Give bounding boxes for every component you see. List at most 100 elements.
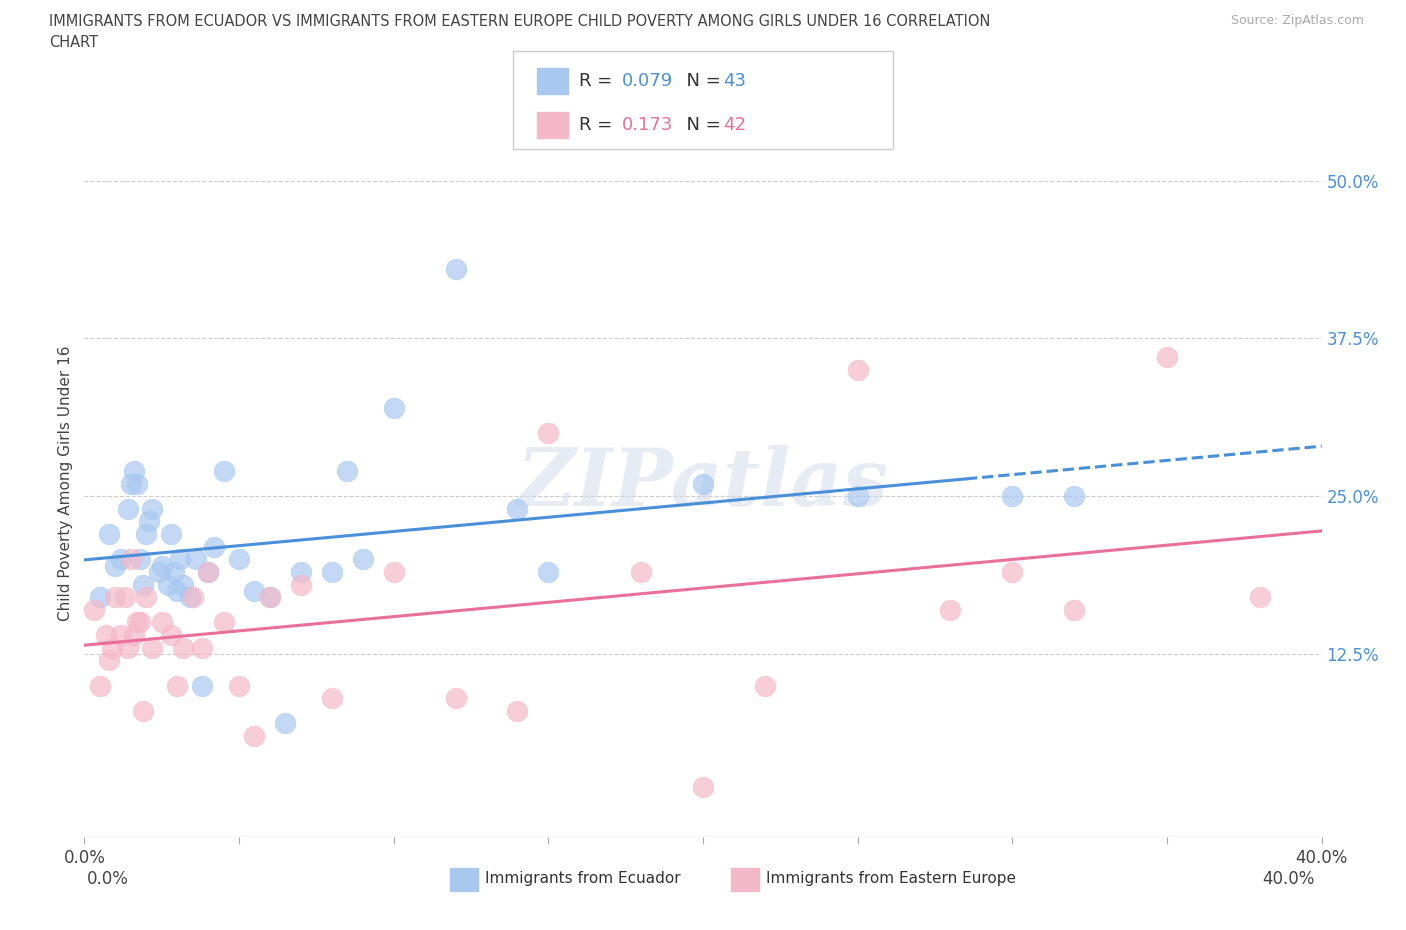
Text: IMMIGRANTS FROM ECUADOR VS IMMIGRANTS FROM EASTERN EUROPE CHILD POVERTY AMONG GI: IMMIGRANTS FROM ECUADOR VS IMMIGRANTS FR…: [49, 14, 991, 29]
Point: [212, 463, 235, 478]
Point: [101, 640, 124, 655]
Text: Source: ZipAtlas.com: Source: ZipAtlas.com: [1230, 14, 1364, 27]
Point: [160, 628, 183, 643]
Point: [98, 653, 121, 668]
Point: [1001, 565, 1024, 579]
Point: [135, 590, 157, 604]
Text: 42: 42: [723, 115, 745, 134]
Point: [120, 551, 142, 566]
Point: [104, 590, 127, 604]
Point: [135, 526, 157, 541]
Point: [104, 558, 127, 573]
Point: [290, 578, 312, 592]
Point: [1063, 489, 1085, 504]
Point: [191, 640, 214, 655]
Point: [321, 691, 343, 706]
Point: [382, 565, 405, 579]
Point: [89, 590, 111, 604]
Point: [166, 583, 188, 598]
Point: [156, 578, 179, 592]
Point: [1249, 590, 1271, 604]
Point: [172, 578, 194, 592]
Point: [336, 463, 359, 478]
Point: [939, 603, 962, 618]
Point: [506, 501, 529, 516]
Point: [129, 615, 152, 630]
Point: [754, 678, 776, 693]
Point: [94, 628, 117, 643]
Point: [382, 401, 405, 416]
Point: [228, 678, 250, 693]
Point: [259, 590, 281, 604]
Point: [181, 590, 204, 604]
Point: [141, 640, 163, 655]
Point: [117, 501, 139, 516]
Point: [1063, 603, 1085, 618]
Point: [83, 603, 105, 618]
Point: [259, 590, 281, 604]
Text: CHART: CHART: [49, 35, 98, 50]
Point: [110, 551, 132, 566]
Point: [160, 526, 183, 541]
Point: [184, 551, 207, 566]
Point: [537, 426, 560, 441]
Point: [172, 640, 194, 655]
Point: [148, 565, 170, 579]
Point: [166, 678, 188, 693]
Text: Immigrants from Ecuador: Immigrants from Ecuador: [485, 871, 681, 886]
Point: [1001, 489, 1024, 504]
Point: [179, 590, 201, 604]
Point: [506, 703, 529, 718]
Text: 0.173: 0.173: [621, 115, 673, 134]
Text: R =: R =: [579, 115, 624, 134]
Point: [125, 476, 148, 491]
Point: [1156, 350, 1178, 365]
Text: 43: 43: [723, 72, 745, 89]
Point: [89, 678, 111, 693]
Point: [169, 551, 191, 566]
Point: [444, 261, 467, 276]
Point: [228, 551, 250, 566]
Point: [630, 565, 652, 579]
Point: [98, 526, 121, 541]
Point: [243, 728, 266, 743]
Point: [444, 691, 467, 706]
Point: [352, 551, 374, 566]
Text: Immigrants from Eastern Europe: Immigrants from Eastern Europe: [766, 871, 1017, 886]
Point: [138, 514, 160, 529]
Point: [846, 363, 869, 378]
Point: [114, 590, 136, 604]
Point: [197, 565, 219, 579]
Text: 40.0%: 40.0%: [1263, 870, 1315, 888]
Point: [117, 640, 139, 655]
Point: [692, 779, 714, 794]
Point: [122, 628, 145, 643]
Text: 0.079: 0.079: [621, 72, 672, 89]
Point: [132, 578, 155, 592]
Text: 0.0%: 0.0%: [87, 870, 129, 888]
Point: [212, 615, 235, 630]
Point: [692, 476, 714, 491]
Point: [150, 615, 173, 630]
Text: N =: N =: [675, 72, 727, 89]
Point: [141, 501, 163, 516]
Y-axis label: Child Poverty Among Girls Under 16: Child Poverty Among Girls Under 16: [58, 346, 73, 621]
Point: [290, 565, 312, 579]
Text: N =: N =: [675, 115, 727, 134]
Point: [150, 558, 173, 573]
Point: [129, 551, 152, 566]
Point: [202, 539, 225, 554]
Point: [125, 615, 148, 630]
Point: [274, 716, 297, 731]
Point: [191, 678, 214, 693]
Text: R =: R =: [579, 72, 619, 89]
Point: [243, 583, 266, 598]
Point: [132, 703, 155, 718]
Point: [537, 565, 560, 579]
Point: [197, 565, 219, 579]
Point: [122, 463, 145, 478]
Point: [120, 476, 142, 491]
Point: [321, 565, 343, 579]
Point: [846, 489, 869, 504]
Text: ZIPatlas: ZIPatlas: [517, 445, 889, 523]
